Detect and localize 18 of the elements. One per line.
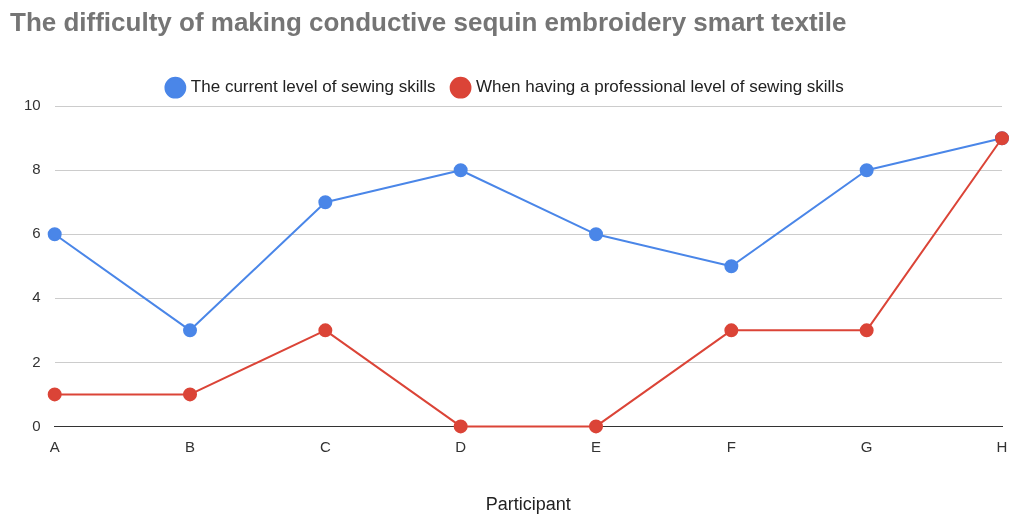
- chart-title: The difficulty of making conductive sequin embroidery smart textile: [10, 6, 847, 37]
- x-tick-label: G: [860, 437, 873, 455]
- x-tick-label: F: [726, 437, 736, 455]
- x-axis-title: Participant: [485, 494, 571, 515]
- y-tick-label: 10: [24, 96, 41, 114]
- x-tick-label: B: [185, 437, 196, 455]
- x-tick-label: H: [996, 437, 1008, 455]
- y-tick-label: 2: [32, 352, 41, 370]
- legend-label: The current level of sewing skills: [190, 77, 436, 97]
- x-tick-label: E: [591, 437, 602, 455]
- x-tick-label: C: [319, 437, 331, 455]
- y-tick-label: 4: [32, 288, 41, 306]
- y-tick-label: 0: [32, 416, 41, 434]
- y-tick-label: 8: [32, 160, 41, 178]
- x-tick-label: D: [455, 437, 467, 455]
- x-tick-label: A: [49, 437, 60, 455]
- y-tick-label: 6: [32, 224, 41, 242]
- legend-label: When having a professional level of sewing skills: [476, 77, 844, 97]
